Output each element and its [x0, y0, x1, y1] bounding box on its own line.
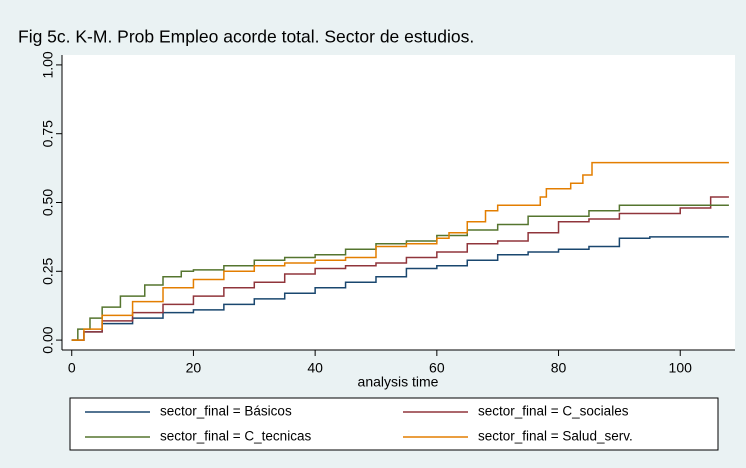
y-tick-label: 0.00: [40, 326, 56, 353]
km-line: [71, 196, 729, 341]
x-tick-label: 20: [186, 360, 202, 376]
legend-label: sector_final = Básicos: [160, 404, 292, 419]
legend-label: sector_final = C_tecnicas: [160, 429, 311, 444]
legend: [69, 397, 719, 451]
y-tick-label: 0.75: [40, 120, 56, 147]
chart-title: Fig 5c. K-M. Prob Empleo acorde total. S…: [18, 27, 474, 47]
km-line: [71, 161, 729, 341]
x-tick-label: 100: [669, 360, 693, 376]
km-line: [71, 204, 729, 341]
legend-label: sector_final = C_sociales: [478, 404, 629, 419]
x-axis-label: analysis time: [358, 374, 439, 390]
y-tick-label: 0.25: [40, 257, 56, 284]
x-tick-label: 60: [429, 360, 445, 376]
legend-label: sector_final = Salud_serv.: [478, 429, 633, 444]
x-tick-label: 80: [551, 360, 567, 376]
plot-area: [62, 55, 735, 350]
y-tick-label: 0.50: [40, 189, 56, 216]
x-tick-label: 0: [68, 360, 76, 376]
y-tick-label: 1.00: [40, 51, 56, 78]
x-tick-label: 40: [307, 360, 323, 376]
km-line: [71, 236, 729, 341]
